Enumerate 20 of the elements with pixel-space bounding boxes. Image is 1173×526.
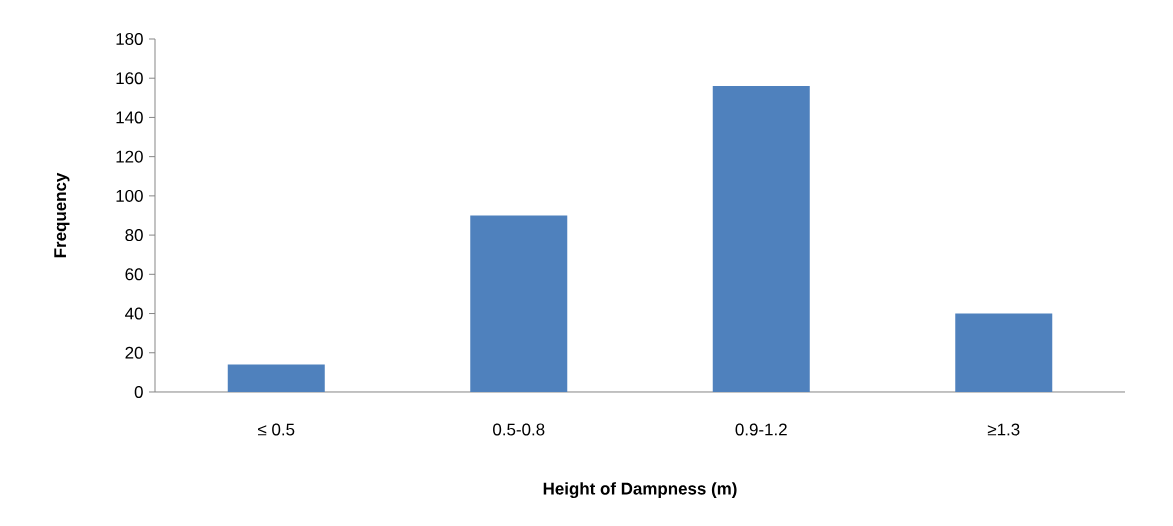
bar [955, 313, 1053, 392]
bar [227, 364, 325, 392]
x-axis-title: Height of Dampness (m) [543, 482, 737, 499]
x-tick-label: 0.5-0.8 [493, 423, 545, 436]
y-tick-label: 180 [116, 32, 143, 45]
y-tick-label: 120 [116, 150, 143, 163]
x-tick-label: 0.9-1.2 [735, 423, 787, 436]
bar [712, 86, 810, 392]
y-tick-label: 60 [125, 268, 143, 281]
y-tick-label: 80 [125, 229, 143, 242]
y-tick-label: 0 [134, 385, 143, 398]
x-tick-label: ≥1.3 [987, 423, 1020, 436]
bar [470, 215, 568, 392]
y-tick-label: 40 [125, 307, 143, 320]
y-tick-label: 20 [125, 346, 143, 359]
y-tick-label: 100 [116, 189, 143, 202]
x-tick-label: ≤ 0.5 [258, 423, 295, 436]
y-tick-label: 160 [116, 72, 143, 85]
y-tick-label: 140 [116, 111, 143, 124]
y-axis-title: Frequency [54, 172, 70, 258]
